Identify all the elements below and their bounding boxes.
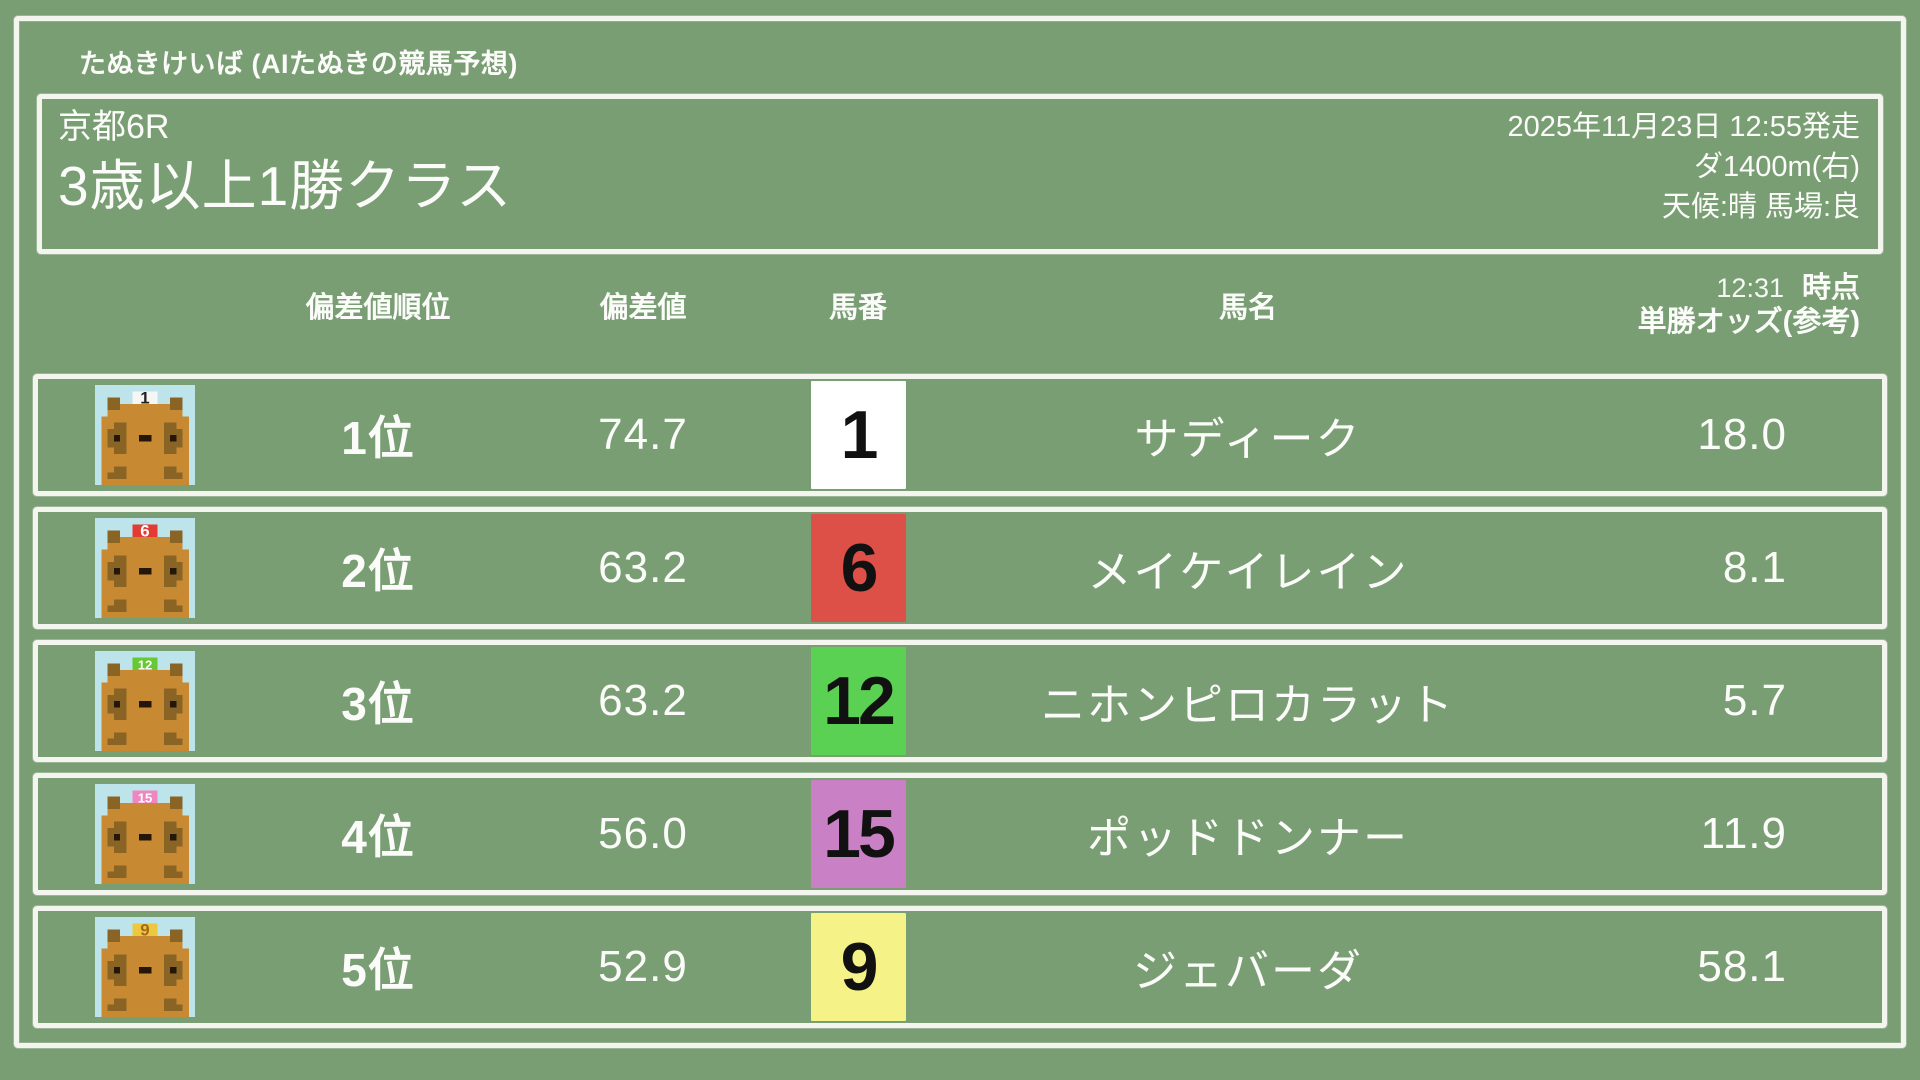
- site-title: たぬきけいば (AIたぬきの競馬予想): [79, 49, 518, 79]
- tanuki-avatar-icon: 15: [95, 784, 195, 884]
- race-info-left: 京都6R 3歳以上1勝クラス: [58, 105, 512, 243]
- race-info-box: 京都6R 3歳以上1勝クラス 2025年11月23日 12:55発走 ダ1400…: [37, 94, 1883, 254]
- horse-number-badge: 1: [810, 381, 906, 489]
- horse-row: 1 1位 74.7 1 サディーク 18.0: [33, 374, 1887, 496]
- rank-label: 4位: [341, 811, 415, 863]
- odds-timestamp: 12:31: [1716, 273, 1784, 303]
- horse-name: ジェバーダ: [1133, 947, 1363, 996]
- horse-name: サディーク: [1134, 415, 1362, 464]
- race-info-right: 2025年11月23日 12:55発走 ダ1400m(右) 天候:晴 馬場:良: [1507, 107, 1860, 243]
- odds-value: 5.7: [1722, 676, 1787, 725]
- number-cell: 1: [758, 381, 958, 489]
- horse-number-badge: 15: [810, 780, 906, 888]
- horse-number-badge: 12: [810, 647, 906, 755]
- header-number: 馬番: [828, 292, 887, 324]
- number-cell: 15: [758, 780, 958, 888]
- horse-name: メイケイレイン: [1087, 548, 1409, 597]
- tanuki-avatar-icon: 1: [95, 385, 195, 485]
- header-score: 偏差値: [599, 292, 687, 324]
- number-cell: 9: [758, 913, 958, 1021]
- svg-text:15: 15: [138, 790, 153, 805]
- header-name: 馬名: [1218, 292, 1277, 324]
- odds-value: 8.1: [1722, 543, 1787, 592]
- race-distance: ダ1400m(右): [1694, 151, 1860, 183]
- tanuki-avatar-icon: 6: [95, 518, 195, 618]
- avatar-cell: 1: [38, 385, 228, 485]
- avatar-cell: 9: [38, 917, 228, 1017]
- number-cell: 6: [758, 514, 958, 622]
- race-conditions: 天候:晴 馬場:良: [1661, 191, 1860, 223]
- odds-timestamp-suffix: 時点: [1801, 272, 1860, 304]
- avatar-cell: 6: [38, 518, 228, 618]
- outer-frame: たぬきけいば (AIたぬきの競馬予想) 京都6R 3歳以上1勝クラス 2025年…: [14, 16, 1906, 1048]
- horse-row: 12 3位 63.2 12 ニホンピロカラット 5.7: [33, 640, 1887, 762]
- score-value: 56.0: [598, 809, 688, 858]
- tanuki-avatar-icon: 9: [95, 917, 195, 1017]
- svg-text:12: 12: [138, 657, 153, 672]
- header-rank: 偏差値順位: [305, 292, 451, 324]
- horse-row: 15 4位 56.0 15 ポッドドンナー 11.9: [33, 773, 1887, 895]
- rank-label: 3位: [341, 678, 415, 730]
- odds-value: 58.1: [1697, 942, 1787, 991]
- horse-number-badge: 6: [810, 514, 906, 622]
- rank-label: 1位: [341, 412, 415, 464]
- header-odds: 12:31 時点 単勝オッズ(参考): [1538, 271, 1882, 339]
- race-course: 京都6R: [58, 108, 170, 146]
- score-value: 52.9: [598, 942, 688, 991]
- odds-value: 18.0: [1697, 410, 1787, 459]
- odds-value: 11.9: [1700, 809, 1787, 858]
- avatar-cell: 12: [38, 651, 228, 751]
- horse-row: 6 2位 63.2 6 メイケイレイン 8.1: [33, 507, 1887, 629]
- tanuki-avatar-icon: 12: [95, 651, 195, 751]
- score-value: 63.2: [598, 676, 688, 725]
- prediction-table: 1 1位 74.7 1 サディーク 18.0 6 2位 63.2 6 メイケイレ…: [33, 374, 1887, 1028]
- svg-text:1: 1: [140, 388, 149, 407]
- svg-text:9: 9: [140, 920, 149, 939]
- rank-label: 5位: [341, 944, 415, 996]
- header-odds-label: 単勝オッズ(参考): [1637, 306, 1860, 338]
- header-odds-time-line: 12:31 時点: [1538, 271, 1860, 305]
- table-header: 偏差値順位 偏差値 馬番 馬名 12:31 時点 単勝オッズ(参考): [33, 268, 1887, 342]
- score-value: 74.7: [598, 410, 688, 459]
- horse-name: ポッドドンナー: [1087, 814, 1409, 863]
- avatar-cell: 15: [38, 784, 228, 884]
- race-name: 3歳以上1勝クラス: [58, 155, 513, 217]
- horse-row: 9 5位 52.9 9 ジェバーダ 58.1: [33, 906, 1887, 1028]
- score-value: 63.2: [598, 543, 688, 592]
- race-datetime: 2025年11月23日 12:55発走: [1507, 111, 1860, 143]
- svg-text:6: 6: [140, 521, 149, 540]
- number-cell: 12: [758, 647, 958, 755]
- rank-label: 2位: [341, 545, 415, 597]
- horse-number-badge: 9: [810, 913, 906, 1021]
- horse-name: ニホンピロカラット: [1041, 681, 1455, 730]
